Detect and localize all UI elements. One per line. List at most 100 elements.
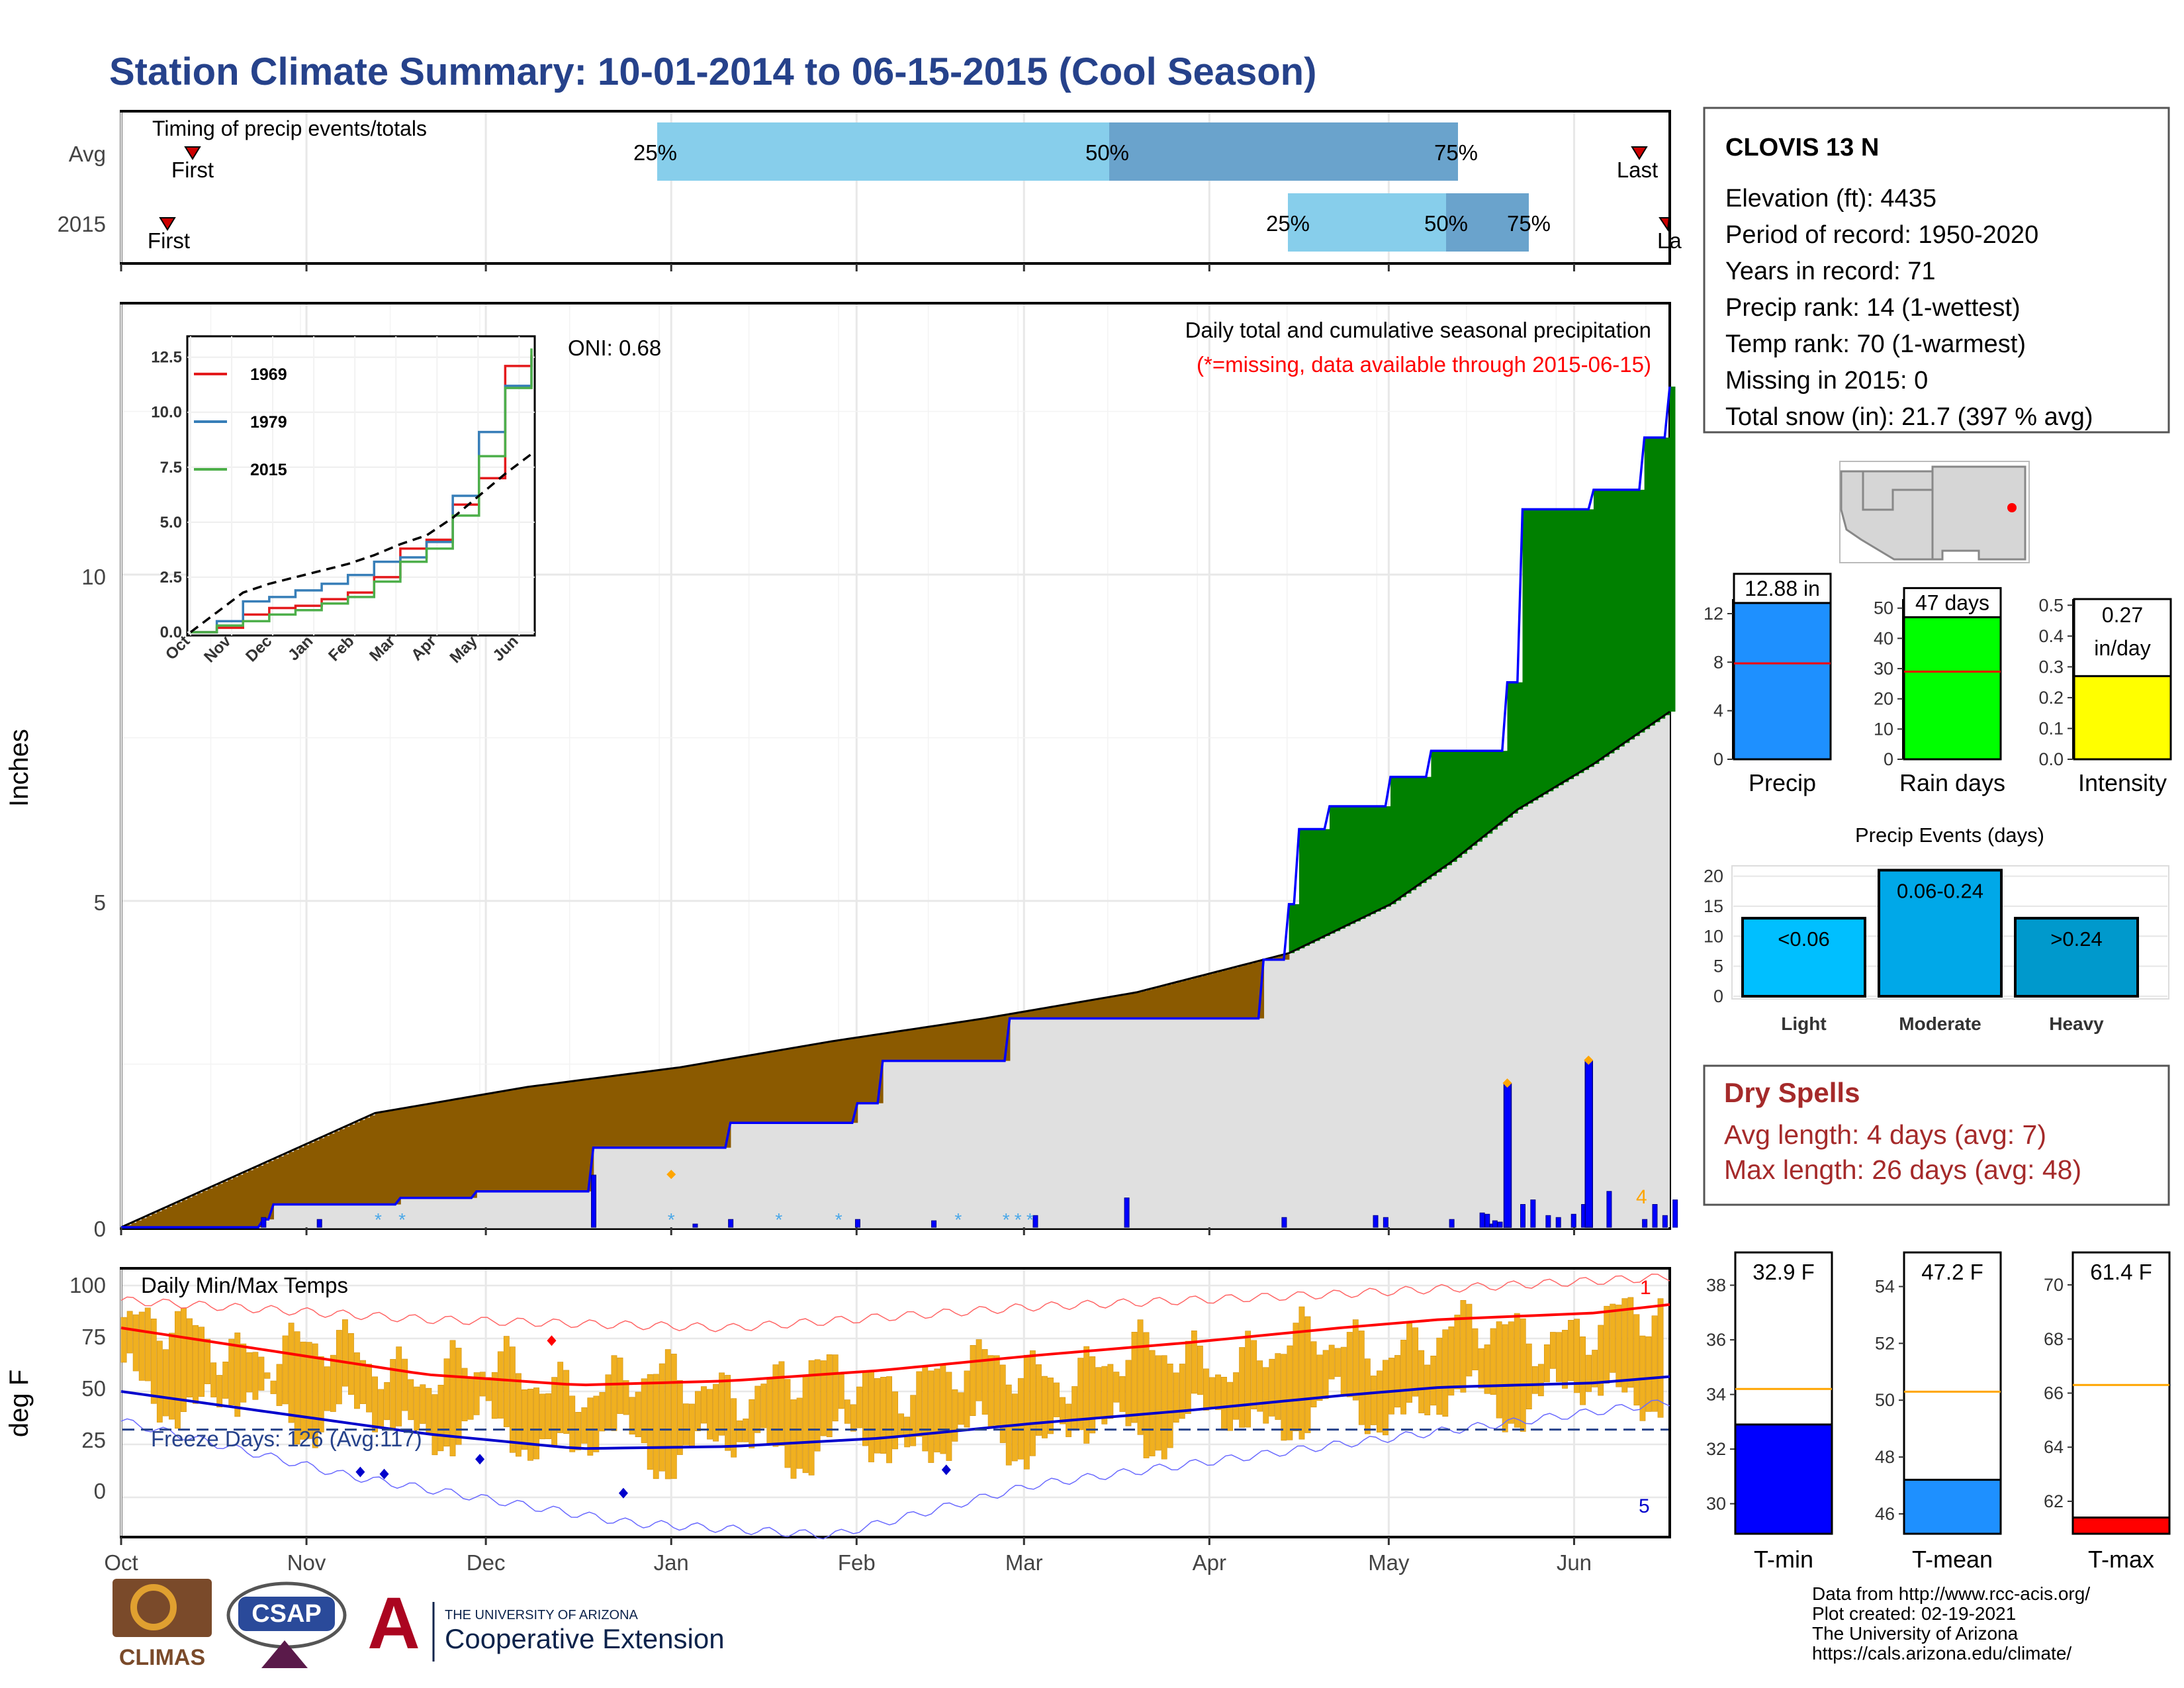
intensity-ytick: 0.4 [2038,626,2064,646]
tmax-value: 61.4 F [2090,1260,2152,1284]
station-line-years: Years in record: 71 [1725,258,1936,285]
daily-precip-bar [1662,1215,1668,1228]
station-info-frame [1703,107,2170,434]
intensity-ytick: 0.5 [2038,595,2064,615]
precip-value: 12.88 in [1745,577,1820,600]
raindays-value-box [1903,586,2002,618]
events-bar-light [1741,917,1866,998]
intensity-ytick: 0.1 [2038,718,2064,738]
tmax-frame [2071,1251,2171,1535]
precip-label: Precip [1749,769,1816,796]
snow-day-marker: * [398,1209,406,1230]
timing-2015-p75: 75% [1507,211,1551,236]
timing-2015-p50: 50% [1424,211,1468,236]
daily-precip-bar [728,1219,734,1228]
timing-2015-p25: 25% [1266,211,1310,236]
daily-precip-bar [854,1219,860,1228]
ua-logo-small: THE UNIVERSITY OF ARIZONA [445,1608,639,1622]
csap-mountain [261,1640,308,1668]
station-line-elevation: Elevation (ft): 4435 [1725,185,1936,212]
timing-label: Timing of precip events/totals [152,117,427,140]
tmin-ytick: 32 [1706,1439,1726,1459]
tmean-ytick: 52 [1875,1333,1895,1353]
timing-row-avg-label: Avg [69,142,106,166]
tmean-label: T-mean [1912,1546,1993,1573]
raindays-bar [1903,616,2002,761]
station-line-period: Period of record: 1950-2020 [1725,221,2038,249]
tmean-ytick: 46 [1875,1504,1895,1524]
intensity-bar [2073,675,2172,761]
daily-temp-range-bars [120,1297,1664,1479]
timing-2015-last: La [1657,228,1682,253]
record-min-line [120,1399,1670,1540]
daily-precip-bar [1383,1217,1388,1228]
raindays-label: Rain days [1899,769,2005,796]
precip-ytick: 12 [1704,604,1723,624]
tmean-bar [1903,1478,2002,1535]
daily-precip-peak-marker [1502,1078,1512,1088]
daily-precip-bar [692,1223,698,1228]
timing-avg-p75: 75% [1434,140,1478,165]
tmax-ytick: 62 [2044,1491,2064,1511]
climas-logo-ring [130,1584,177,1630]
cumulative-fill [121,712,1670,1227]
events-category-label: Heavy [2049,1013,2104,1034]
station-line-missing: Missing in 2015: 0 [1725,367,1928,395]
credit-line-created: Plot created: 02-19-2021 [1812,1603,2016,1624]
events-bar-value: >0.24 [2050,927,2102,951]
tmax-ytick: 70 [2044,1275,2064,1295]
precip-ylabel: Inches [5,729,34,807]
ua-logo-big: Cooperative Extension [445,1623,725,1654]
ua-logo: A THE UNIVERSITY OF ARIZONA Cooperative … [367,1583,724,1664]
credit-line-university: The University of Arizona [1812,1623,2019,1644]
record-day-marker [618,1487,628,1499]
precip-peak-count: 4 [1636,1186,1647,1208]
tmean-ytick: 54 [1875,1277,1895,1297]
temp-panel: deg F 100 75 50 25 0 Daily Min/Max Temps… [5,1267,1671,1540]
daily-precip-bar [316,1219,322,1228]
timing-2015-last-marker [1659,217,1670,232]
timing-grid [120,113,1575,262]
tmean-ytick: 48 [1875,1447,1895,1467]
record-day-marker [547,1335,557,1346]
precip-ytick-5: 5 [94,890,106,915]
daily-precip-bar [1545,1215,1551,1228]
events-bar-heavy [2014,917,2139,998]
raindays-ytick: 50 [1874,598,1893,618]
daily-precip-bar [1672,1199,1678,1228]
daily-precip-bar [1497,1221,1503,1228]
inset-series-2015 [191,348,533,633]
daily-precip-bar [1652,1203,1658,1228]
oni-label: ONI: 0.68 [568,336,661,360]
freeze-days-label: Freeze Days: 126 (Avg:117) [151,1427,422,1451]
month-label-may: May [1368,1550,1410,1575]
temp-summary-bars: 38 36 34 32 30 32.9 F T-min 54 52 50 48 46 47.2 F T-m… [1706,1251,2171,1573]
events-ytick: 5 [1713,957,1723,976]
raindays-value: 47 days [1915,590,1989,614]
precip-ytick-10: 10 [81,565,106,589]
dry-spells-title: Dry Spells [1724,1077,1860,1108]
timing-avg-last-marker [1631,146,1648,160]
month-label-mar: Mar [1005,1550,1043,1575]
daily-precip-bar [1520,1203,1526,1228]
events-bar-moderate [1878,868,2003,998]
timing-2015-first: First [148,228,190,253]
tmin-bar [1734,1423,1833,1535]
tmax-ytick: 64 [2044,1437,2064,1457]
daily-precip-bar [1281,1217,1287,1228]
precip-ytick: 4 [1713,701,1723,721]
csap-logo: CSAP [226,1581,347,1668]
inset-legend-label: 2015 [250,461,287,479]
timing-avg-late-bar [1109,122,1458,181]
timing-avg-first: First [171,158,214,182]
temp-panel-label: Daily Min/Max Temps [141,1273,348,1297]
daily-precip-bar [261,1217,267,1228]
daily-precip-bar [1479,1212,1485,1228]
daily-precip-bar [1124,1197,1130,1228]
tmax-label: T-max [2088,1546,2154,1573]
inset-average-line [189,453,533,633]
intensity-value: 0.27 [2102,603,2143,627]
daily-precip-peak-bar [1503,1083,1512,1228]
temp-ytick-25: 25 [81,1428,106,1452]
